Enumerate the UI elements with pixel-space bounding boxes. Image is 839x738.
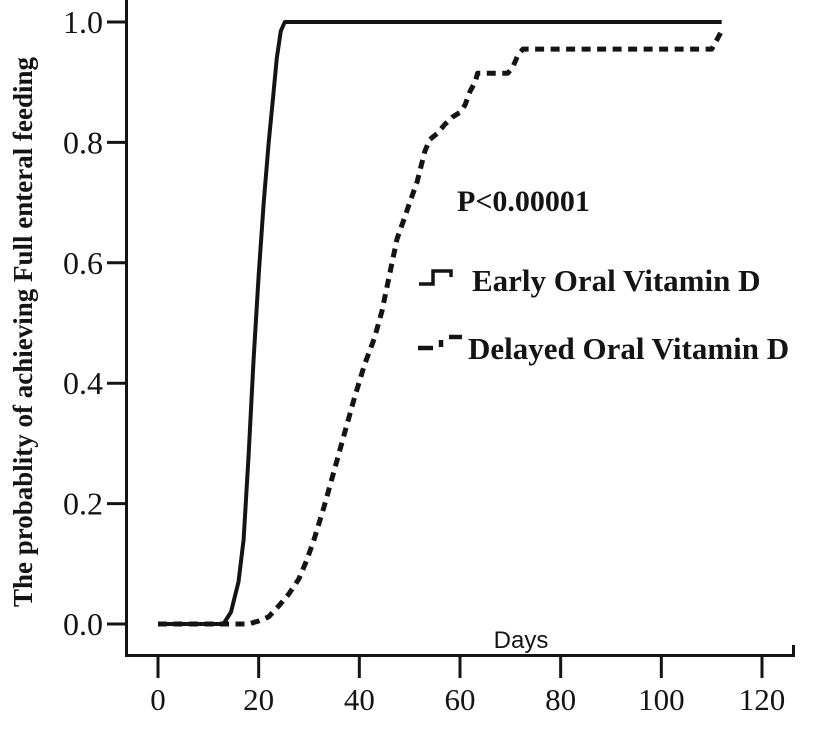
delayed-curve bbox=[158, 26, 726, 627]
series-early-oral-vitamin-d bbox=[158, 20, 722, 626]
x-tick-label: 0 bbox=[150, 682, 166, 717]
y-tick-label: 1.0 bbox=[63, 4, 103, 40]
x-tick-label: 100 bbox=[638, 682, 685, 717]
y-tick-label: 0.6 bbox=[63, 245, 103, 281]
y-axis-title: The probablity of achieving Full enteral… bbox=[8, 57, 38, 608]
legend-label-delayed: Delayed Oral Vitamin D bbox=[468, 331, 789, 366]
x-tick-label: 60 bbox=[444, 682, 475, 717]
x-tick-label: 20 bbox=[243, 682, 274, 717]
y-tick-label: 0.4 bbox=[63, 365, 103, 401]
delayed-dash-symbol-icon bbox=[418, 334, 462, 351]
series-delayed-oral-vitamin-d bbox=[158, 26, 726, 627]
x-axis-label: Days bbox=[494, 627, 549, 654]
early-curve bbox=[158, 20, 722, 626]
x-tick-label: 40 bbox=[344, 682, 375, 717]
legend-label-early: Early Oral Vitamin D bbox=[472, 263, 760, 298]
y-tick-label: 0.2 bbox=[63, 486, 103, 522]
y-axis-ticks: 0.0 0.2 0.4 0.6 0.8 1.0 bbox=[63, 4, 126, 642]
x-tick-label: 80 bbox=[545, 682, 576, 717]
legend: Early Oral Vitamin D Delayed Oral Vitami… bbox=[418, 263, 789, 366]
y-tick-label: 0.8 bbox=[63, 124, 103, 160]
p-value-annotation: P<0.00001 bbox=[457, 185, 590, 218]
y-tick-label: 0.0 bbox=[63, 606, 103, 642]
axes bbox=[125, 0, 795, 657]
x-axis-ticks: 0 20 40 60 80 100 120 bbox=[150, 656, 785, 717]
legend-item-early: Early Oral Vitamin D bbox=[419, 263, 760, 298]
early-line-symbol-icon bbox=[419, 269, 453, 286]
x-tick-label: 120 bbox=[739, 682, 786, 717]
legend-item-delayed: Delayed Oral Vitamin D bbox=[418, 331, 789, 366]
